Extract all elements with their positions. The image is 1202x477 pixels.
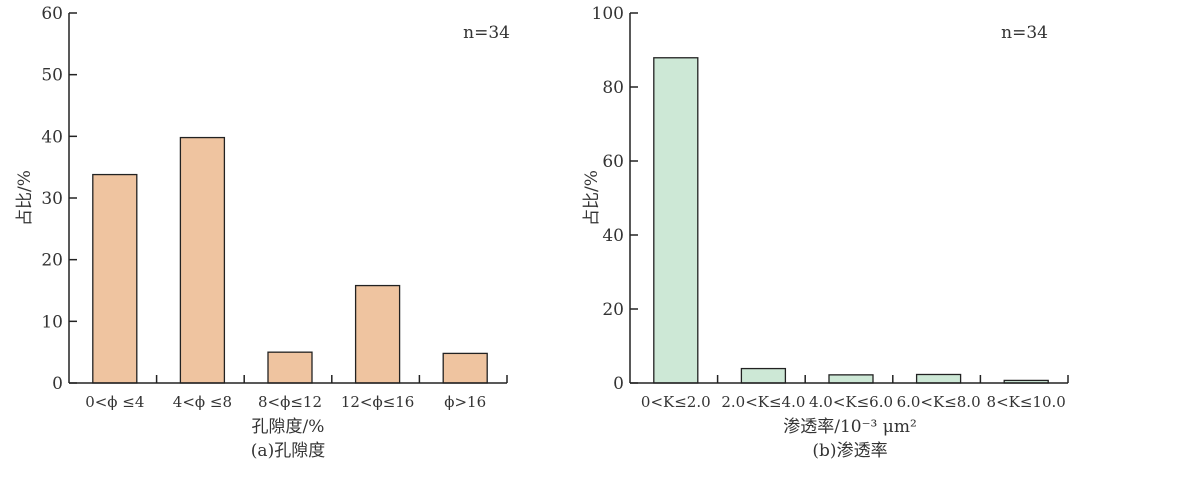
y-axis-label: 占比/% [582,170,602,226]
bar [828,374,874,384]
y-tick-label: 20 [41,251,63,271]
x-tick-label: 12<ϕ≤16 [341,393,415,411]
x-tick-label: 4.0<K≤6.0 [809,393,893,411]
y-axis-label: 占比/% [15,170,35,226]
x-tick-label: 0<ϕ ≤4 [85,393,144,411]
x-axis-label: 渗透率/10⁻³ μm² [783,417,917,437]
x-tick-label: 4<ϕ ≤8 [173,393,232,411]
bar [653,57,699,384]
panel-label: (b)渗透率 [812,441,887,461]
porosity-chart: n=34 孔隙度/% (a)孔隙度 占比/% 0<ϕ ≤4 4<ϕ ≤8 8<ϕ≤1… [15,4,510,461]
bar [915,373,962,384]
y-tick-label: 40 [41,127,63,147]
y-tick-label: 80 [602,78,624,98]
y-tick-label: 0 [613,374,624,394]
y-tick-label: 60 [602,152,624,172]
y-tick-label: 40 [602,226,624,246]
x-tick-label: 6.0<K≤8.0 [897,393,981,411]
permeability-chart: n=34 渗透率/10⁻³ μm² (b)渗透率 占比/% 0<K≤2.0 2.0… [582,4,1069,461]
y-tick-label: 0 [52,374,63,394]
x-tick-label: ϕ>16 [444,393,486,411]
x-axis-label: 孔隙度/% [252,417,325,437]
bar [179,136,226,384]
x-tick-label: 8<ϕ≤12 [258,393,322,411]
panel-label: (a)孔隙度 [251,441,325,461]
x-tick-label: 8<K≤10.0 [987,393,1066,411]
y-tick-label: 50 [41,66,63,86]
bar [442,352,488,384]
y-tick-label: 20 [602,300,624,320]
x-tick-label: 2.0<K≤4.0 [721,393,805,411]
bar [354,284,401,384]
bar [267,351,313,384]
x-tick-label: 0<K≤2.0 [641,393,711,411]
y-tick-label: 60 [41,4,63,24]
n-annotation: n=34 [1001,23,1048,43]
y-tick-label: 10 [41,312,63,332]
bar [740,367,787,384]
bar [92,173,138,384]
n-annotation: n=34 [463,23,510,43]
y-tick-label: 30 [41,189,63,209]
y-tick-label: 100 [592,4,624,24]
